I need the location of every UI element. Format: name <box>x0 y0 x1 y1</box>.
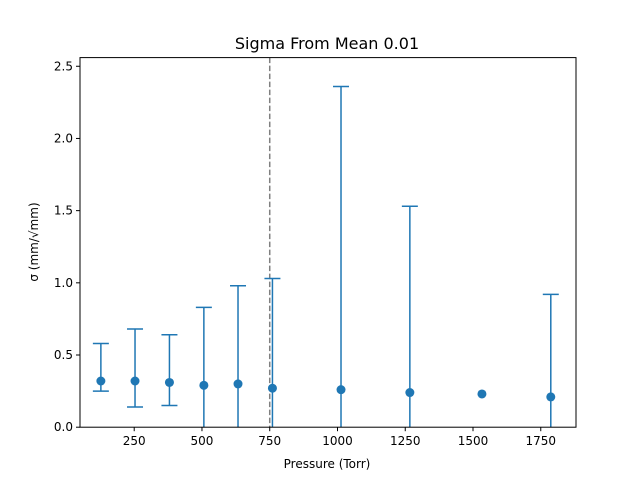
chart-title: Sigma From Mean 0.01 <box>235 34 419 53</box>
data-point-group <box>230 284 247 428</box>
x-tick-label: 750 <box>258 434 281 448</box>
x-tick-label: 1500 <box>458 434 489 448</box>
plot-frame <box>79 57 577 428</box>
data-point <box>164 377 174 387</box>
y-tick-label: 0.5 <box>54 348 73 362</box>
y-tick-label: 2.5 <box>54 59 73 73</box>
y-tick-label: 0.0 <box>54 420 73 434</box>
data-point <box>336 385 346 395</box>
data-point-group <box>477 389 487 399</box>
data-point-group <box>333 85 350 428</box>
data-point-group <box>195 306 212 428</box>
data-point <box>233 379 243 389</box>
data-point-group <box>127 328 144 408</box>
y-tick-label: 1.5 <box>54 204 73 218</box>
x-tick-label: 500 <box>191 434 214 448</box>
data-point <box>405 388 415 398</box>
data-point <box>267 383 277 393</box>
data-point <box>546 392 556 402</box>
y-axis-ticks: 0.0 0.5 1.0 1.5 2.0 2.5 <box>54 59 80 434</box>
data-point <box>130 376 140 386</box>
x-axis-label: Pressure (Torr) <box>284 457 371 471</box>
data-point-group <box>542 293 559 428</box>
x-axis-ticks: 250 500 750 1000 1250 1500 1750 <box>123 427 556 448</box>
data-point-group <box>264 277 281 428</box>
data-point-group <box>401 205 418 428</box>
data-point-group <box>161 334 178 407</box>
y-tick-label: 2.0 <box>54 131 73 145</box>
x-tick-label: 1750 <box>525 434 556 448</box>
x-tick-label: 1000 <box>322 434 353 448</box>
data-point <box>477 389 487 399</box>
x-tick-label: 250 <box>123 434 146 448</box>
data-point <box>96 376 106 386</box>
data-point-group <box>92 342 109 392</box>
y-tick-label: 1.0 <box>54 276 73 290</box>
x-tick-label: 1250 <box>390 434 421 448</box>
data-point <box>199 380 209 390</box>
y-axis-label: σ (mm/√mm) <box>27 202 41 281</box>
plot-content <box>92 57 559 428</box>
